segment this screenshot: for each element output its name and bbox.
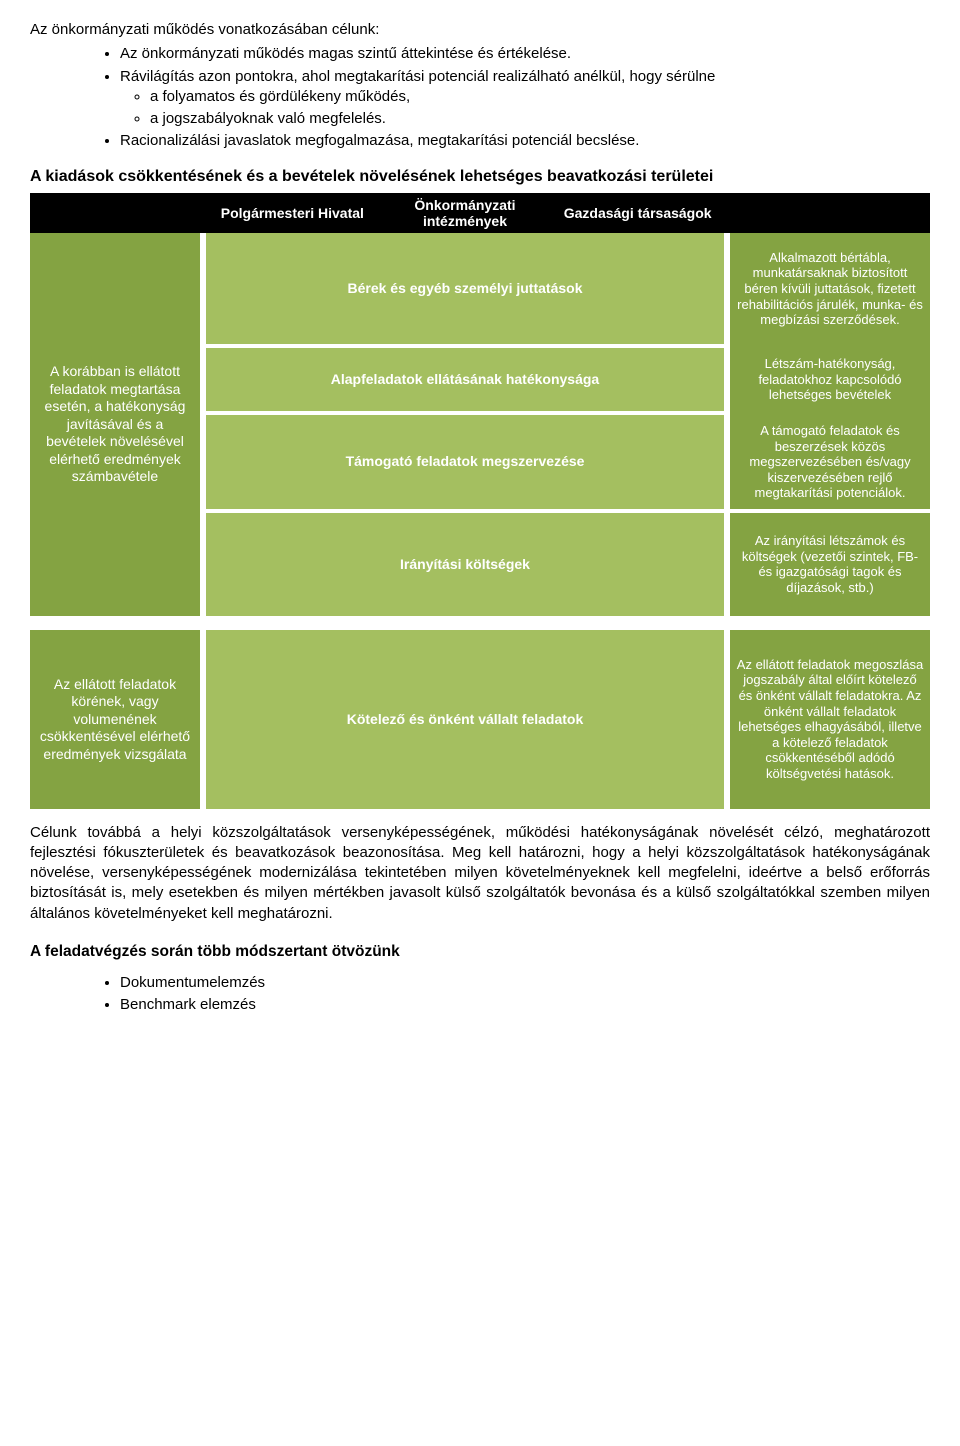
intro-sub-bullet: a jogszabályoknak való megfelelés. (150, 109, 930, 129)
block2-right: Az ellátott feladatok megoszlása jogszab… (730, 630, 930, 809)
block1-left: A korábban is ellátott feladatok megtart… (30, 233, 200, 616)
intro-sublist: a folyamatos és gördülékeny működés, a j… (120, 87, 930, 130)
header-blank-right (730, 193, 930, 233)
closing-paragraph: Célunk továbbá a helyi közszolgáltatások… (30, 823, 930, 924)
block1-right-3: A támogató feladatok és beszerzések közö… (730, 415, 930, 509)
block2-mid: Kötelező és önként vállalt feladatok (206, 630, 724, 809)
intro-bullet: Rávilágítás azon pontokra, ahol megtakar… (120, 67, 930, 130)
intervention-table: Polgármesteri Hivatal Önkormányzati inté… (30, 193, 930, 809)
intro-bullet: Racionalizálási javaslatok megfogalmazás… (120, 131, 930, 151)
block1-mid-1: Bérek és egyéb személyi juttatások (206, 233, 724, 344)
header-blank-left (30, 193, 200, 233)
section-heading: A kiadások csökkentésének és a bevételek… (30, 166, 930, 188)
intro-sub-bullet: a folyamatos és gördülékeny működés, (150, 87, 930, 107)
block-spacer (30, 616, 930, 630)
methods-heading: A feladatvégzés során több módszertant ö… (30, 942, 930, 963)
table-row: A korábban is ellátott feladatok megtart… (30, 233, 930, 344)
block1-right-2: Létszám-hatékonyság, feladatokhoz kapcso… (730, 348, 930, 411)
block1-mid-4: Irányítási költségek (206, 513, 724, 616)
block1-right-1: Alkalmazott bértábla, munkatársaknak biz… (730, 233, 930, 344)
intro-title: Az önkormányzati működés vonatkozásában … (30, 20, 930, 40)
method-item: Dokumentumelemzés (120, 973, 930, 993)
method-item: Benchmark elemzés (120, 995, 930, 1015)
block2-left: Az ellátott feladatok körének, vagy volu… (30, 630, 200, 809)
header-col-2: Önkormányzati intézmények (379, 193, 552, 233)
block1-right-4: Az irányítási létszámok és költségek (ve… (730, 513, 930, 616)
block1-mid-3: Támogató feladatok megszervezése (206, 415, 724, 509)
intro-bullet-text: Rávilágítás azon pontokra, ahol megtakar… (120, 68, 715, 85)
methods-list: Dokumentumelemzés Benchmark elemzés (30, 973, 930, 1016)
table-row: Az ellátott feladatok körének, vagy volu… (30, 630, 930, 809)
intro-bullet: Az önkormányzati működés magas szintű át… (120, 44, 930, 64)
header-col-3: Gazdasági társaságok (551, 193, 724, 233)
intro-bullet-list: Az önkormányzati működés magas szintű át… (30, 44, 930, 151)
block1-mid-2: Alapfeladatok ellátásának hatékonysága (206, 348, 724, 411)
header-col-1: Polgármesteri Hivatal (206, 193, 379, 233)
table-header-row: Polgármesteri Hivatal Önkormányzati inté… (30, 193, 930, 233)
